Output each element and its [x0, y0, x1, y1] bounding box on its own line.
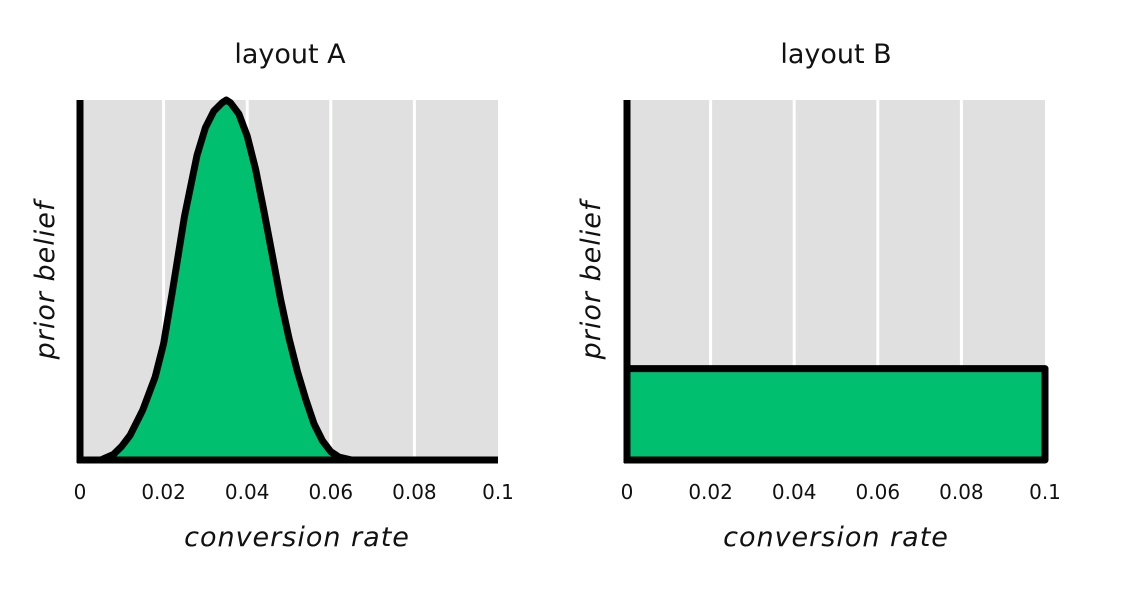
x-tick-label: 0.02 — [141, 480, 186, 504]
chart-panel-layout-b: layout B 0 0.02 0.04 0.06 0.08 0.1 conversion… — [576, 39, 1061, 553]
density-outline — [80, 96, 498, 464]
x-tick-label: 0 — [74, 480, 87, 504]
x-tick-label: 0 — [621, 480, 634, 504]
x-tick-label: 0.08 — [939, 480, 984, 504]
y-axis-label: prior belief — [576, 198, 607, 360]
x-tick-label: 0.02 — [688, 480, 733, 504]
x-axis-label: conversion rate — [723, 522, 949, 553]
x-tick-labels: 0 0.02 0.04 0.06 0.08 0.1 — [621, 480, 1061, 504]
x-axis-label: conversion rate — [184, 522, 410, 553]
x-tick-labels: 0 0.02 0.04 0.06 0.08 0.1 — [74, 480, 514, 504]
chart-title: layout B — [780, 39, 891, 70]
chart-panel-layout-a: layout A 0 0.02 0.04 0.06 0.08 0.1 conversion… — [30, 39, 514, 553]
x-tick-label: 0.08 — [392, 480, 437, 504]
y-axis-label: prior belief — [30, 198, 61, 360]
density-area — [627, 368, 1045, 460]
density-area — [80, 100, 498, 460]
x-tick-label: 0.1 — [1029, 480, 1061, 504]
x-tick-label: 0.06 — [856, 480, 901, 504]
x-tick-label: 0.04 — [772, 480, 817, 504]
x-tick-label: 0.06 — [309, 480, 354, 504]
x-tick-label: 0.04 — [225, 480, 270, 504]
chart-title: layout A — [234, 39, 346, 70]
x-tick-label: 0.1 — [482, 480, 514, 504]
